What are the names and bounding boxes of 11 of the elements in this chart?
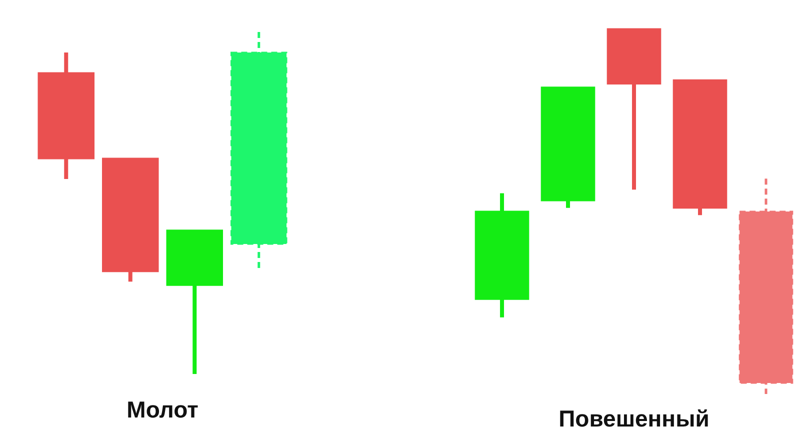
candlestick: [102, 158, 159, 282]
candlestick: [230, 30, 288, 270]
candlestick: [540, 86, 596, 208]
candlestick: [738, 177, 794, 396]
candlestick: [38, 52, 95, 180]
candlestick: [672, 79, 728, 216]
candlestick: [606, 28, 662, 190]
x-axis-title: Повешенный: [558, 405, 710, 432]
candlestick: [166, 230, 224, 374]
x-axis-title: Молот: [126, 396, 198, 422]
candlestick: [474, 193, 530, 318]
